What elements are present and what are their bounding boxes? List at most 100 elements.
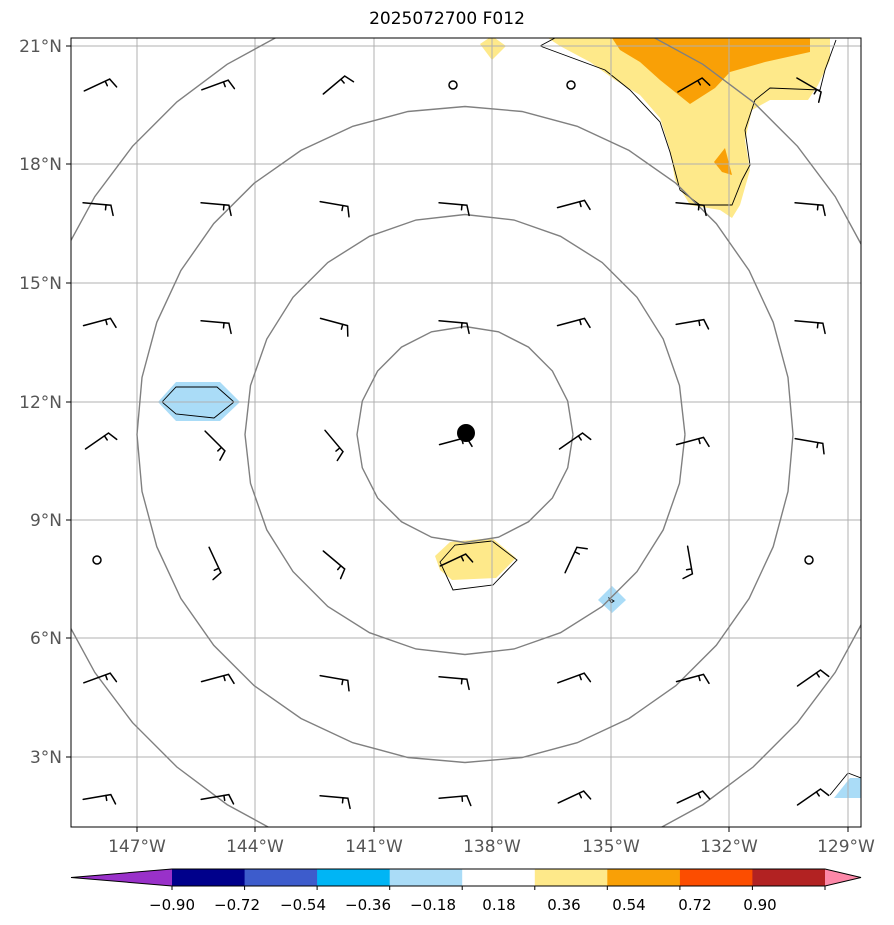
range-ring xyxy=(136,105,794,764)
wind-barb xyxy=(83,78,118,92)
wind-barb xyxy=(556,199,591,211)
calm-wind-marker xyxy=(92,555,102,565)
wind-barb xyxy=(438,202,470,217)
wind-barb xyxy=(322,75,355,95)
positive-anomaly-top-patch xyxy=(480,38,506,60)
lon-label: 138°W xyxy=(463,837,521,857)
wind-barb xyxy=(200,793,235,805)
colorbar-segment xyxy=(534,869,608,886)
lat-label: 6°N xyxy=(30,629,62,649)
positive-anomaly-region xyxy=(548,38,830,218)
lat-label: 12°N xyxy=(19,393,62,413)
wind-barb xyxy=(794,202,826,217)
strong-positive-anomaly-patch xyxy=(714,148,732,175)
colorbar-extend-low xyxy=(71,869,172,886)
wind-barb xyxy=(796,669,830,687)
colorbar xyxy=(70,868,862,890)
wind-barb xyxy=(200,202,232,217)
colorbar-tick-label: −0.36 xyxy=(345,896,391,914)
range-ring xyxy=(71,38,861,827)
wind-barb xyxy=(201,79,236,91)
wind-barb xyxy=(556,317,591,329)
wind-barb xyxy=(558,432,592,450)
lon-label: 147°W xyxy=(108,837,166,857)
wind-barb xyxy=(676,790,711,804)
calm-wind-marker xyxy=(566,80,576,90)
wind-barb xyxy=(438,795,472,807)
contour-lines xyxy=(161,38,861,796)
wind-barb xyxy=(200,320,232,335)
wind-barb xyxy=(677,77,711,93)
lon-label: 144°W xyxy=(226,837,284,857)
wind-barb xyxy=(438,320,470,335)
wind-barb xyxy=(438,676,470,691)
wind-barb xyxy=(675,318,710,330)
wind-barb xyxy=(319,674,350,692)
colorbar-segment xyxy=(679,869,753,886)
colorbar-tick-label: 0.36 xyxy=(547,896,580,914)
range-ring xyxy=(356,325,574,544)
wind-barb xyxy=(82,202,114,217)
range-ring xyxy=(244,213,686,656)
colorbar-tick-label: −0.90 xyxy=(149,896,195,914)
wind-barb xyxy=(82,793,117,805)
axis-ticks xyxy=(66,45,849,832)
colorbar-tick-label: 0.72 xyxy=(678,896,711,914)
colorbar-segment xyxy=(752,869,826,886)
positive-anomaly-south-patch xyxy=(435,538,516,580)
colorbar-extend-high xyxy=(825,869,861,886)
calm-wind-marker xyxy=(804,555,814,565)
wind-barb xyxy=(682,545,694,580)
colorbar-segment xyxy=(317,869,391,886)
map-frame xyxy=(70,37,862,828)
wind-barb xyxy=(794,437,825,455)
colorbar-labels: −0.90 −0.72 −0.54 −0.36 −0.18 0.18 0.36 … xyxy=(149,896,777,914)
wind-barb xyxy=(324,429,344,462)
colorbar-segment xyxy=(607,869,681,886)
wind-barb xyxy=(319,795,351,810)
storm-center-marker xyxy=(457,424,475,442)
map-title: 2025072700 F012 xyxy=(369,9,525,29)
wind-barb xyxy=(796,77,822,103)
wind-barb xyxy=(557,672,592,684)
lat-label: 15°N xyxy=(19,274,62,294)
calm-wind-marker xyxy=(448,80,458,90)
colorbar-tick-label: 0.90 xyxy=(743,896,776,914)
colorbar-tick-label: 0.54 xyxy=(612,896,645,914)
wind-barb xyxy=(84,432,118,450)
lon-label: 141°W xyxy=(345,837,403,857)
lon-label: 135°W xyxy=(582,837,640,857)
wind-barb xyxy=(439,553,474,567)
wind-barb xyxy=(675,436,710,448)
colorbar-segment xyxy=(462,869,536,886)
wind-barb xyxy=(322,550,346,580)
colorbar-tick-label: −0.72 xyxy=(214,896,260,914)
wind-barb xyxy=(796,788,830,806)
lat-label: 18°N xyxy=(19,155,62,175)
colorbar-segment xyxy=(244,869,318,886)
latitude-labels: 21°N 18°N 15°N 12°N 9°N 6°N 3°N xyxy=(19,37,62,768)
wind-barb xyxy=(564,546,588,574)
wind-barb xyxy=(557,790,592,804)
lon-label: 132°W xyxy=(700,837,758,857)
wind-barb xyxy=(208,546,222,581)
colorbar-tick-label: −0.54 xyxy=(280,896,326,914)
wind-barb xyxy=(319,317,349,337)
wind-barb xyxy=(794,320,826,335)
wind-barb xyxy=(319,200,350,218)
colorbar-tick-label: −0.18 xyxy=(410,896,456,914)
wind-barb xyxy=(200,673,235,685)
shaded-field xyxy=(158,38,861,798)
colorbar-tick-label: 0.18 xyxy=(482,896,515,914)
lat-label: 9°N xyxy=(30,511,62,531)
longitude-labels: 147°W 144°W 141°W 138°W 135°W 132°W 129°… xyxy=(108,837,875,857)
lon-label: 129°W xyxy=(817,837,875,857)
wind-barb xyxy=(675,202,707,217)
range-rings xyxy=(71,38,861,827)
wind-barb xyxy=(204,430,226,461)
lat-label: 21°N xyxy=(19,37,62,57)
colorbar-segment xyxy=(389,869,463,886)
wind-barb xyxy=(82,317,117,329)
lat-label: 3°N xyxy=(30,748,62,768)
